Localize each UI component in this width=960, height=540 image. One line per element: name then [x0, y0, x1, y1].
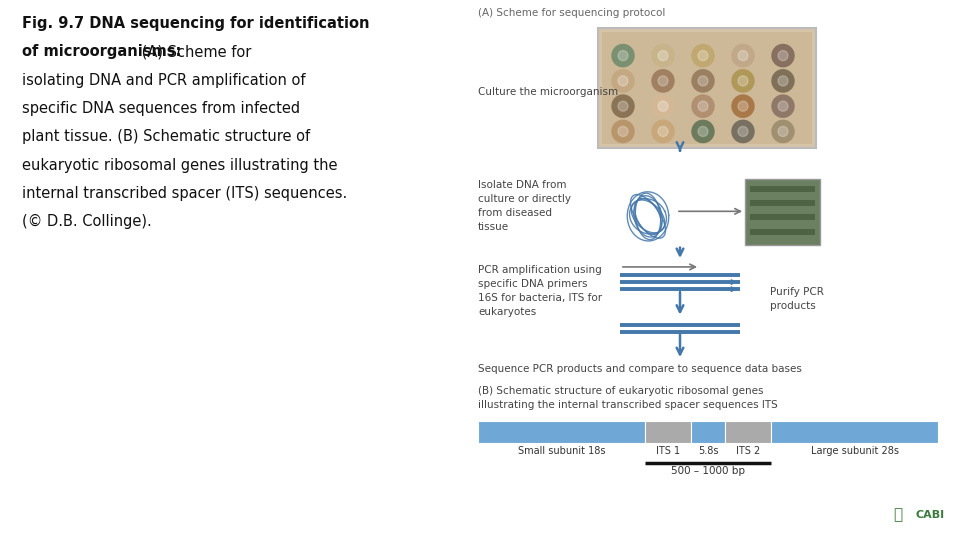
- Text: specific DNA sequences from infected: specific DNA sequences from infected: [22, 101, 300, 116]
- Bar: [645, 421, 691, 443]
- Circle shape: [692, 44, 714, 67]
- Bar: [750, 214, 815, 220]
- Circle shape: [778, 101, 788, 111]
- Bar: [725, 421, 771, 443]
- Circle shape: [772, 120, 794, 143]
- Circle shape: [772, 95, 794, 117]
- Circle shape: [652, 120, 674, 143]
- Text: plant tissue. (B) Schematic structure of: plant tissue. (B) Schematic structure of: [22, 130, 310, 144]
- Text: Culture the microorganism: Culture the microorganism: [478, 87, 618, 97]
- Circle shape: [778, 76, 788, 86]
- Circle shape: [732, 44, 754, 67]
- Text: Isolate DNA from
culture or directly
from diseased
tissue: Isolate DNA from culture or directly fro…: [478, 180, 571, 232]
- Text: TEACHING MATERIALS: TEACHING MATERIALS: [12, 511, 123, 520]
- Circle shape: [778, 126, 788, 137]
- Circle shape: [732, 120, 754, 143]
- Circle shape: [738, 126, 748, 137]
- Circle shape: [618, 126, 628, 137]
- Circle shape: [698, 101, 708, 111]
- Circle shape: [738, 51, 748, 60]
- Bar: [745, 179, 820, 245]
- Circle shape: [612, 44, 634, 67]
- Text: © Anne Marte Tronsmo, David B. Collinge, Annika Djürle, Lisa Mürk, Jonathan Yuen: © Anne Marte Tronsmo, David B. Collinge,…: [139, 522, 564, 531]
- Bar: [750, 186, 815, 192]
- Text: internal transcribed spacer (ITS) sequences.: internal transcribed spacer (ITS) sequen…: [22, 186, 348, 201]
- Circle shape: [692, 95, 714, 117]
- Circle shape: [618, 101, 628, 111]
- Text: eukaryotic ribosomal genes illustrating the: eukaryotic ribosomal genes illustrating …: [22, 158, 338, 173]
- Circle shape: [698, 126, 708, 137]
- Circle shape: [772, 44, 794, 67]
- Circle shape: [652, 70, 674, 92]
- Text: (A) Scheme for sequencing protocol: (A) Scheme for sequencing protocol: [478, 8, 665, 18]
- Circle shape: [772, 70, 794, 92]
- Circle shape: [692, 120, 714, 143]
- Circle shape: [658, 101, 668, 111]
- Text: CABI: CABI: [916, 510, 945, 519]
- Circle shape: [658, 51, 668, 60]
- Circle shape: [778, 51, 788, 60]
- Text: ITS 2: ITS 2: [736, 446, 760, 456]
- Text: 500 – 1000 bp: 500 – 1000 bp: [671, 466, 745, 476]
- Text: Purify PCR
products: Purify PCR products: [770, 287, 824, 311]
- Text: PCR amplification using
specific DNA primers
16S for bacteria, ITS for
eukaryote: PCR amplification using specific DNA pri…: [478, 265, 602, 317]
- Text: Plant Pathology and Plant Diseases: Plant Pathology and Plant Diseases: [139, 502, 321, 510]
- Circle shape: [658, 126, 668, 137]
- Circle shape: [658, 76, 668, 86]
- Circle shape: [732, 70, 754, 92]
- Text: (© D.B. Collinge).: (© D.B. Collinge).: [22, 214, 152, 230]
- Circle shape: [612, 70, 634, 92]
- Circle shape: [612, 95, 634, 117]
- Bar: [691, 421, 725, 443]
- Text: ITS 1: ITS 1: [656, 446, 680, 456]
- Bar: [750, 228, 815, 234]
- Circle shape: [618, 51, 628, 60]
- Circle shape: [732, 95, 754, 117]
- Bar: [602, 32, 812, 144]
- Bar: [478, 421, 645, 443]
- Bar: [771, 421, 938, 443]
- Text: of microorganisms:: of microorganisms:: [22, 44, 181, 59]
- Circle shape: [652, 95, 674, 117]
- Circle shape: [698, 76, 708, 86]
- Circle shape: [738, 101, 748, 111]
- Circle shape: [692, 70, 714, 92]
- Text: Large subunit 28s: Large subunit 28s: [810, 446, 899, 456]
- Circle shape: [738, 76, 748, 86]
- Text: Ⓜ: Ⓜ: [893, 507, 902, 522]
- Circle shape: [612, 120, 634, 143]
- Circle shape: [618, 76, 628, 86]
- Bar: [12, 497, 122, 534]
- Circle shape: [698, 51, 708, 60]
- Text: Sequence PCR products and compare to sequence data bases: Sequence PCR products and compare to seq…: [478, 364, 802, 374]
- Text: Small subunit 18s: Small subunit 18s: [517, 446, 605, 456]
- Text: 5.8s: 5.8s: [698, 446, 718, 456]
- Circle shape: [652, 44, 674, 67]
- Bar: [598, 28, 816, 147]
- Text: isolating DNA and PCR amplification of: isolating DNA and PCR amplification of: [22, 73, 305, 88]
- Text: (A) Scheme for: (A) Scheme for: [137, 44, 252, 59]
- Text: Fig. 9.7 DNA sequencing for identification: Fig. 9.7 DNA sequencing for identificati…: [22, 16, 370, 31]
- Bar: [750, 200, 815, 206]
- Bar: [883, 495, 955, 536]
- Text: (B) Schematic structure of eukaryotic ribosomal genes
illustrating the internal : (B) Schematic structure of eukaryotic ri…: [478, 386, 778, 410]
